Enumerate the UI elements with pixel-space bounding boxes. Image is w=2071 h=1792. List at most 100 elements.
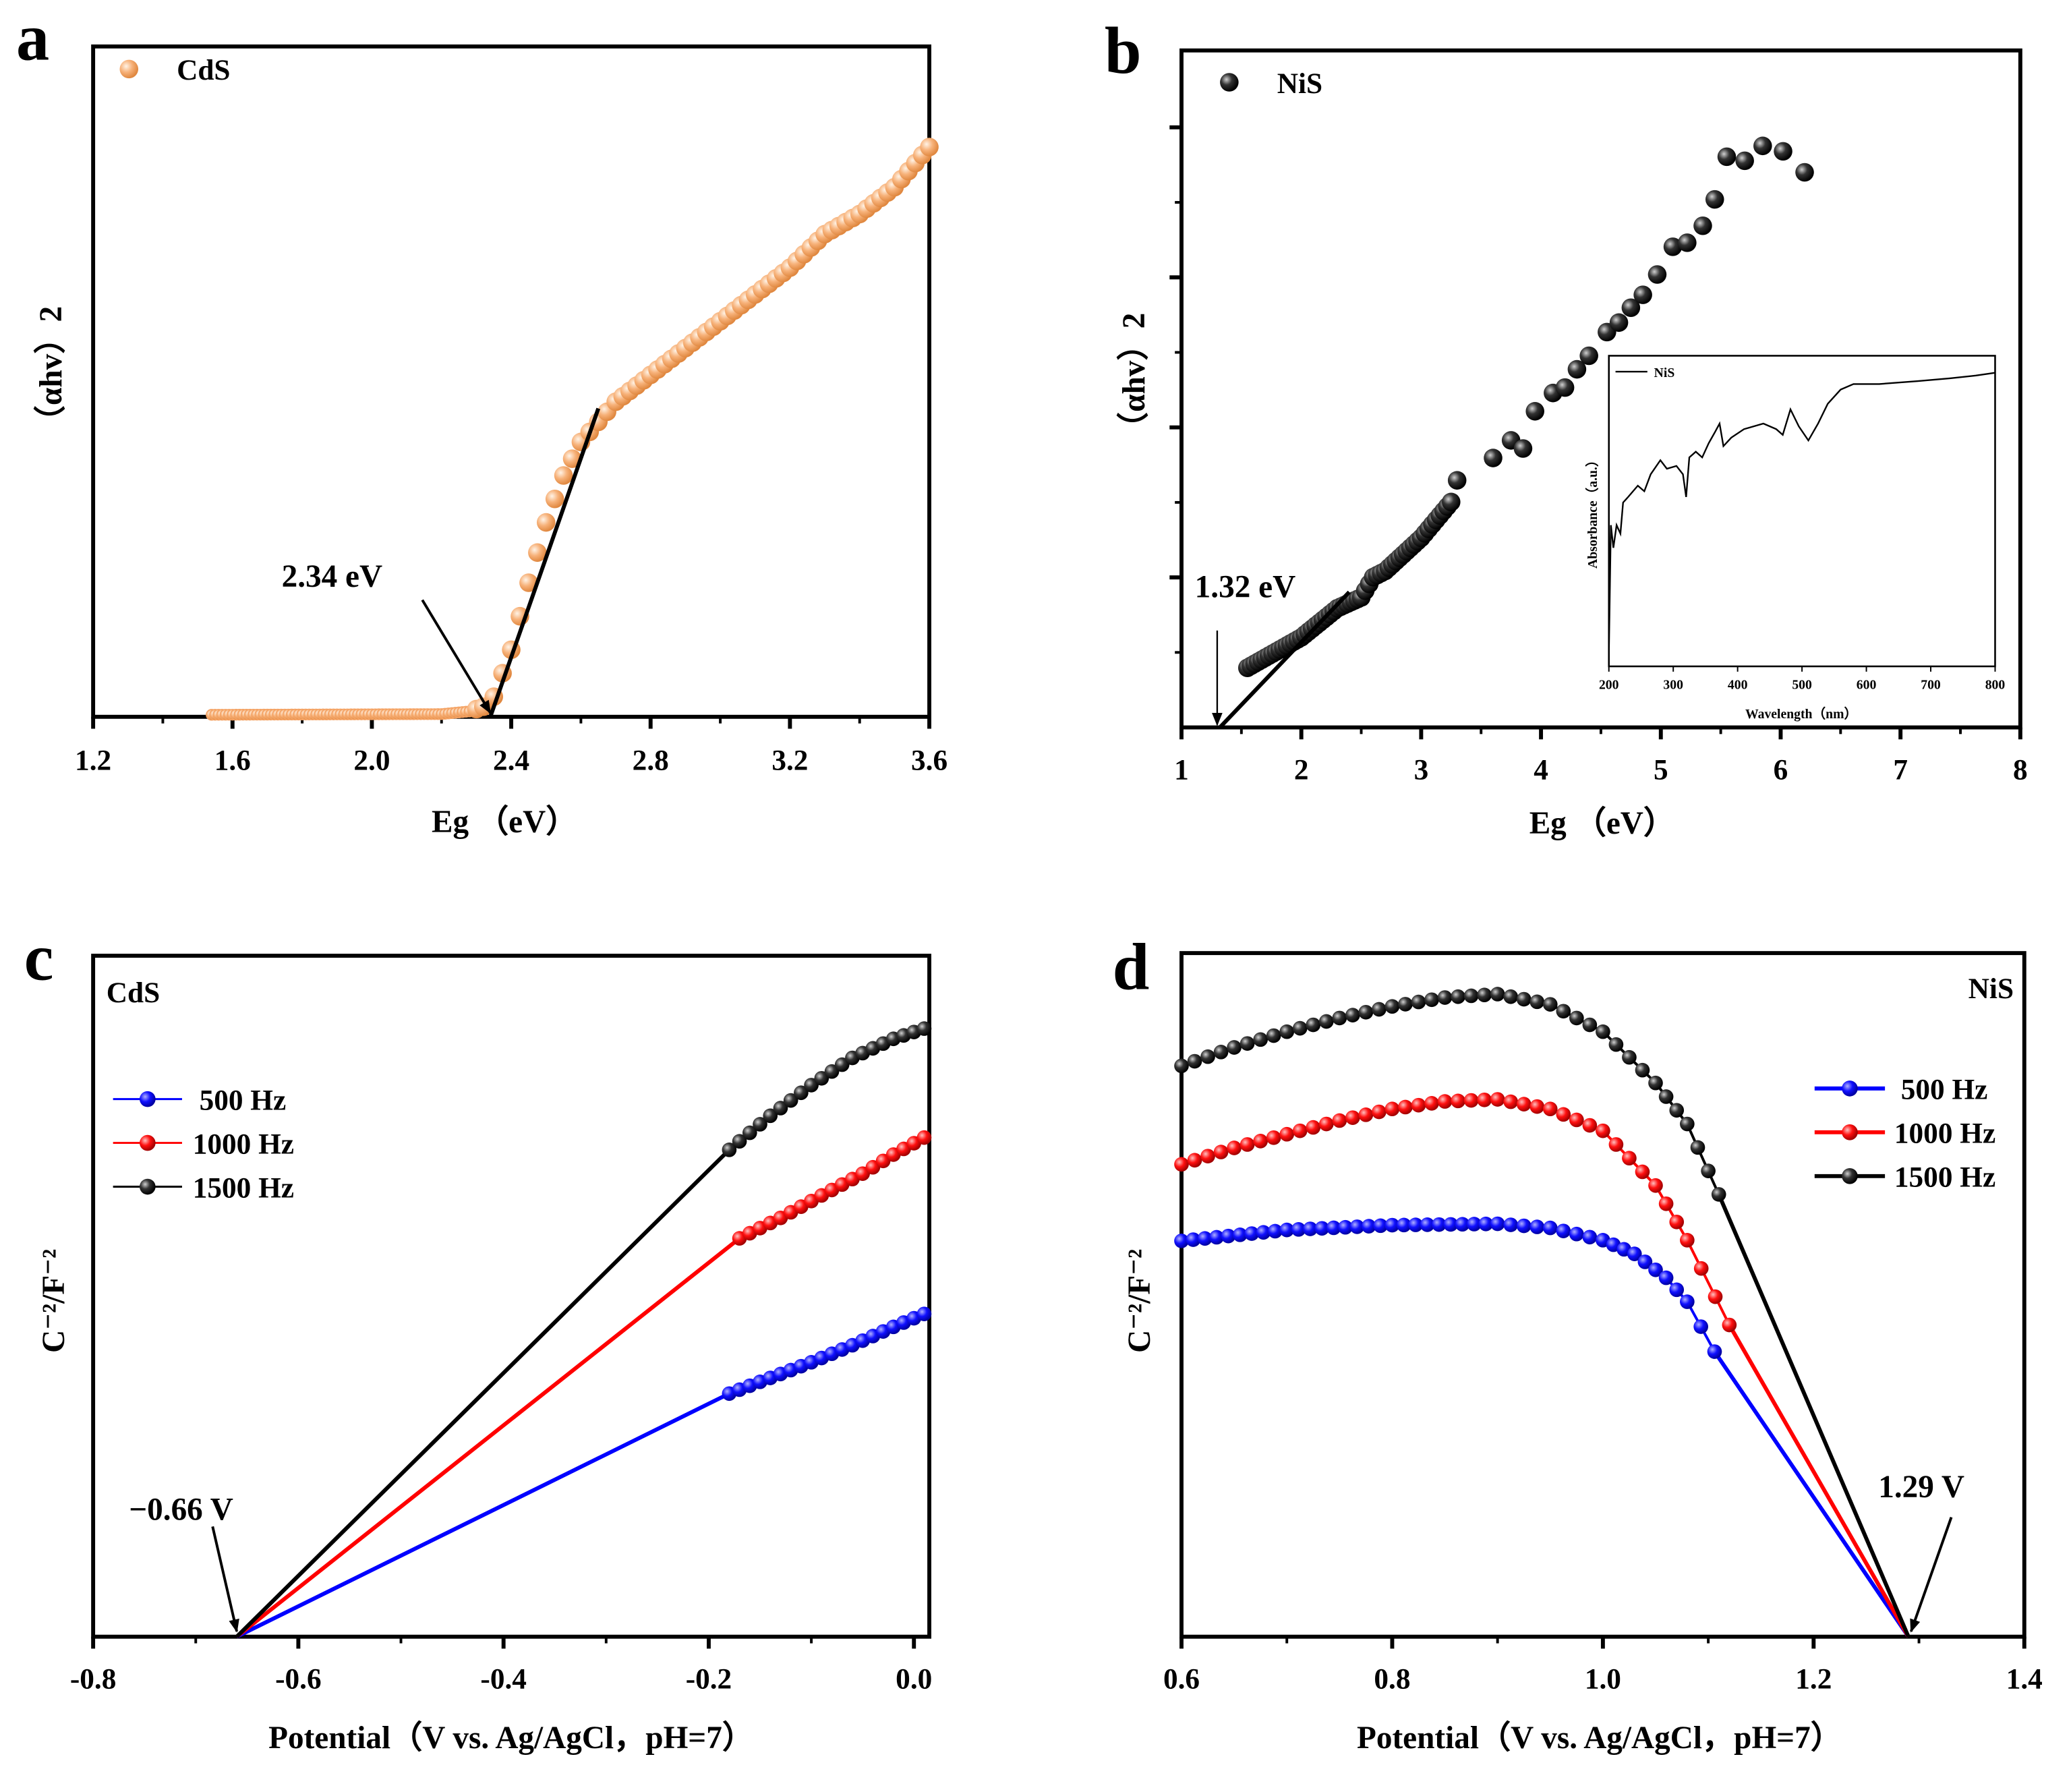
data-point: [1197, 1231, 1213, 1246]
data-point-nis: [1774, 142, 1792, 161]
data-point: [1608, 1037, 1624, 1052]
x-tick-label: 1.2: [1795, 1663, 1832, 1695]
x-axis-label: Eg （eV）: [1529, 806, 1675, 841]
data-point: [1239, 1036, 1255, 1051]
data-point: [1608, 1137, 1624, 1152]
tangent-line: [1218, 590, 1351, 729]
data-point: [753, 1117, 767, 1132]
legend-marker: [140, 1091, 156, 1107]
data-point: [1326, 1220, 1341, 1236]
x-tick-label: 400: [1728, 677, 1748, 692]
data-point: [1209, 1230, 1224, 1245]
data-point: [1174, 1157, 1189, 1172]
data-point: [1701, 1163, 1716, 1178]
data-point: [1582, 1017, 1598, 1033]
x-tick-label: 5: [1654, 753, 1668, 786]
data-point: [1345, 1008, 1360, 1022]
data-point: [1437, 990, 1453, 1005]
x-tick-label: 1.0: [1585, 1663, 1621, 1695]
inset-absorbance-line: [1608, 372, 1995, 653]
extrapolation-line: [1727, 1324, 1910, 1638]
legend-marker: [1842, 1080, 1858, 1097]
x-tick-label: 3.2: [771, 745, 808, 777]
data-point: [1398, 1099, 1413, 1115]
data-point: [1221, 1228, 1236, 1244]
data-point: [1213, 1045, 1229, 1060]
x-tick-label: 4: [1534, 753, 1548, 786]
x-tick-label: -0.2: [686, 1663, 732, 1695]
data-point-nis: [1442, 492, 1461, 512]
data-point: [1658, 1270, 1674, 1285]
data-point: [1627, 1246, 1642, 1261]
data-point: [1253, 1134, 1268, 1149]
bandgap-annotation: 1.32 eV: [1195, 570, 1296, 605]
annotation-arrow: [1910, 1516, 1953, 1633]
data-point: [1187, 1153, 1202, 1168]
data-point: [1477, 987, 1492, 1003]
panel-label-a: a: [16, 1, 49, 75]
data-point: [804, 1078, 819, 1093]
data-point-nis: [1447, 471, 1467, 490]
x-tick-label: 7: [1893, 753, 1908, 786]
data-point: [1455, 1217, 1470, 1232]
panel-b: b NiS 1.32 eV Eg （eV） （αhv）2: [1105, 14, 1675, 841]
data-point: [1556, 1107, 1571, 1122]
legend-marker: [1842, 1124, 1858, 1140]
legend-label-nis: NiS: [1277, 67, 1322, 100]
legend-label: 1500 Hz: [1894, 1161, 1995, 1194]
legend-marker: [140, 1134, 156, 1151]
legend-label: 500 Hz: [200, 1084, 287, 1116]
data-point: [916, 1021, 932, 1036]
data-point: [1490, 1092, 1505, 1107]
data-point-cds: [528, 543, 547, 562]
extrapolation-line: [1717, 1193, 1910, 1638]
data-point: [1711, 1187, 1726, 1202]
legend-label: 1000 Hz: [193, 1128, 294, 1160]
data-point: [1424, 1096, 1439, 1111]
x-tick-label: 1.2: [75, 745, 111, 777]
data-point: [1303, 1221, 1318, 1236]
data-point: [1707, 1344, 1722, 1359]
data-point-nis: [1795, 163, 1814, 182]
data-point: [1266, 1130, 1281, 1145]
panel-title: CdS: [107, 977, 160, 1009]
data-point: [1582, 1118, 1598, 1133]
data-point: [1503, 1217, 1519, 1232]
y-axis-label: （αhv）2: [34, 306, 69, 437]
data-point: [1239, 1137, 1255, 1152]
data-point: [1490, 1216, 1505, 1232]
x-tick-label: 800: [1985, 677, 2006, 692]
data-point: [1680, 1233, 1695, 1248]
data-point: [773, 1101, 788, 1116]
data-point: [1635, 1062, 1650, 1078]
x-tick-label: 8: [2013, 753, 2028, 786]
extrapolation-line: [1713, 1350, 1910, 1638]
data-point: [1648, 1178, 1663, 1193]
data-point: [1372, 1002, 1387, 1017]
data-point: [916, 1306, 932, 1321]
data-point-nis: [1621, 298, 1641, 317]
x-tick-label: 3.6: [911, 745, 947, 777]
data-point: [1200, 1149, 1215, 1163]
data-point: [1669, 1214, 1685, 1230]
x-tick-label: 0.0: [896, 1663, 932, 1695]
x-tick-label: 700: [1921, 677, 1941, 692]
series-line: [1181, 1098, 1731, 1326]
extrapolation-line: [235, 1391, 730, 1639]
data-point: [732, 1134, 747, 1149]
x-tick-label: 500: [1792, 677, 1812, 692]
data-point: [1266, 1028, 1281, 1043]
data-point: [1451, 1093, 1465, 1109]
data-point: [1690, 1140, 1705, 1155]
chart-d: 0.6 0.8 1.0 1.2 1.4 500 Hz 1000 Hz 1500 Hz: [1163, 951, 2043, 1695]
legend-marker: [1842, 1167, 1858, 1184]
data-point: [1529, 1099, 1545, 1114]
legend-label-cds: CdS: [177, 54, 230, 86]
data-point: [1306, 1017, 1321, 1033]
data-point: [794, 1085, 809, 1101]
y-axis-label: （αhv）2: [1117, 313, 1152, 444]
data-point: [1708, 1289, 1723, 1304]
extrapolation-line: [235, 1236, 741, 1639]
data-point: [1542, 997, 1558, 1012]
panel-label-b: b: [1105, 14, 1142, 88]
